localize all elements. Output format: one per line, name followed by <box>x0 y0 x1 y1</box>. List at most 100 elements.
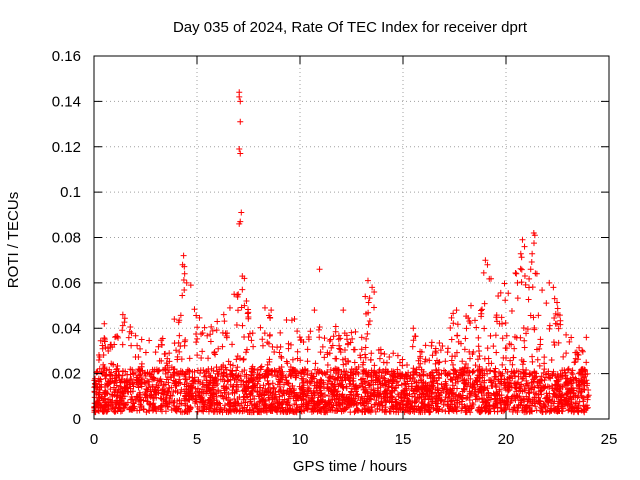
data-point <box>551 342 558 349</box>
data-point <box>143 398 150 405</box>
data-point <box>574 356 581 363</box>
data-point <box>196 314 203 321</box>
data-point <box>566 406 573 413</box>
data-point <box>541 377 548 384</box>
data-point <box>360 370 367 377</box>
data-point <box>497 405 504 412</box>
data-point <box>209 374 216 381</box>
data-point <box>233 356 240 363</box>
data-point <box>444 398 451 405</box>
data-point <box>524 326 531 333</box>
data-point <box>237 150 244 157</box>
data-point <box>408 380 415 387</box>
data-point <box>502 345 509 352</box>
data-point <box>135 384 142 391</box>
data-point <box>183 390 190 397</box>
data-point <box>111 388 118 395</box>
data-point <box>111 341 118 348</box>
data-point <box>268 307 275 314</box>
data-point <box>555 394 562 401</box>
data-point <box>536 362 543 369</box>
data-point <box>429 352 436 359</box>
data-point <box>381 395 388 402</box>
data-point <box>362 384 369 391</box>
data-point <box>575 382 582 389</box>
data-point <box>112 368 119 375</box>
axis-ticks <box>93 55 610 420</box>
data-point <box>337 346 344 353</box>
data-point <box>316 266 323 273</box>
data-point <box>162 370 169 377</box>
data-point <box>417 355 424 362</box>
data-point <box>357 352 364 359</box>
data-point <box>100 361 107 368</box>
data-point <box>375 400 382 407</box>
data-point <box>199 395 206 402</box>
data-point <box>343 404 350 411</box>
data-point <box>234 293 241 300</box>
data-point <box>406 408 413 415</box>
data-point <box>338 408 345 415</box>
data-point <box>511 345 518 352</box>
data-point <box>583 334 590 341</box>
data-point <box>508 308 515 315</box>
data-point <box>207 405 214 412</box>
data-point <box>246 407 253 414</box>
data-point <box>403 401 410 408</box>
data-point <box>284 379 291 386</box>
data-point <box>119 341 126 348</box>
data-point <box>119 322 126 329</box>
data-point <box>529 250 536 257</box>
data-point <box>396 359 403 366</box>
data-point <box>248 385 255 392</box>
data-point <box>193 312 200 319</box>
data-point <box>214 318 221 325</box>
data-point <box>304 346 311 353</box>
data-point <box>203 377 210 384</box>
data-point <box>519 361 526 368</box>
data-point <box>473 378 480 385</box>
data-point <box>412 394 419 401</box>
data-point <box>177 379 184 386</box>
data-point <box>101 320 108 327</box>
data-point <box>462 335 469 342</box>
data-point <box>294 394 301 401</box>
data-point <box>328 384 335 391</box>
data-point <box>520 358 527 365</box>
data-point <box>463 325 470 332</box>
data-point <box>296 334 303 341</box>
data-point <box>324 361 331 368</box>
y-tick-label: 0 <box>73 411 81 428</box>
data-point <box>321 370 328 377</box>
data-point <box>163 376 170 383</box>
data-point <box>360 359 367 366</box>
data-point <box>94 398 101 405</box>
data-point <box>424 372 431 379</box>
data-point <box>99 342 106 349</box>
data-point <box>496 388 503 395</box>
data-point <box>107 378 114 385</box>
data-point <box>223 334 230 341</box>
data-point <box>221 318 228 325</box>
data-point <box>336 380 343 387</box>
data-point <box>563 331 570 338</box>
data-point <box>511 404 518 411</box>
data-point <box>138 336 145 343</box>
data-point <box>403 380 409 387</box>
data-point <box>507 357 514 364</box>
data-point <box>228 371 235 378</box>
data-point <box>211 395 218 402</box>
data-point <box>341 347 348 354</box>
data-point <box>234 364 241 371</box>
data-point <box>467 355 474 362</box>
data-point <box>363 368 370 375</box>
data-point <box>362 351 369 358</box>
data-point <box>368 404 375 411</box>
data-point <box>430 379 437 386</box>
data-point <box>240 394 247 401</box>
data-point <box>151 388 158 395</box>
data-point <box>521 344 528 351</box>
data-point <box>270 386 277 393</box>
data-point <box>128 330 135 337</box>
data-point <box>490 343 497 350</box>
